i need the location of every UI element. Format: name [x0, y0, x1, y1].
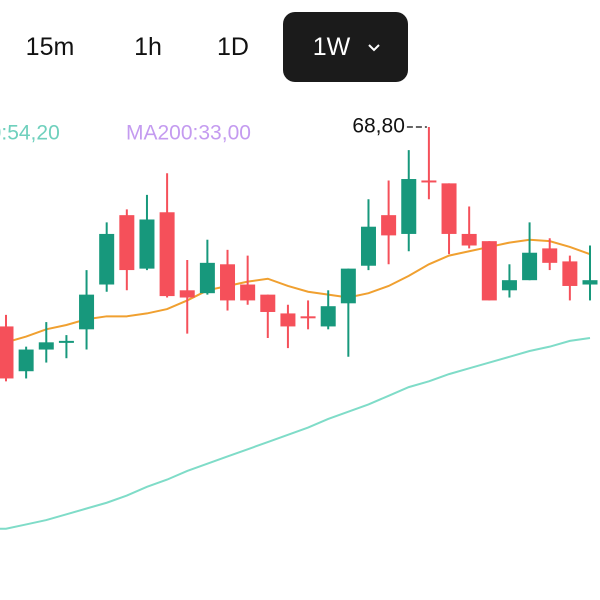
candle-body	[522, 252, 538, 281]
candle-body	[461, 233, 477, 246]
candle-body	[220, 264, 236, 301]
candle-body	[421, 180, 437, 183]
candle-body	[240, 284, 256, 301]
candle-body	[481, 241, 497, 301]
candle-body	[401, 179, 417, 234]
high-label: 68,80	[352, 115, 405, 138]
timeframe-tab[interactable]: 1h	[122, 12, 174, 82]
candle-body	[38, 342, 54, 350]
candle-body	[360, 226, 376, 266]
candle-body	[501, 280, 517, 291]
candle-body	[119, 215, 135, 271]
timeframe-tab[interactable]: 1D	[204, 12, 262, 82]
tab-label: 1W	[312, 33, 351, 61]
legend-entry: MA200:33,00	[126, 122, 251, 145]
candle-body	[159, 212, 175, 297]
candle-body	[381, 215, 397, 236]
chevron	[368, 44, 380, 52]
candle-body	[340, 268, 356, 304]
candle-body	[300, 316, 316, 319]
candle-body	[582, 280, 598, 285]
candle-body	[441, 183, 457, 234]
timeframe-tabs: 15m 1h 1D 1W	[0, 0, 600, 95]
candle-body	[179, 290, 195, 298]
tab-label: 15m	[25, 33, 75, 61]
candle-body	[320, 306, 336, 327]
candle-body	[99, 233, 115, 285]
timeframe-tab[interactable]: 1W	[283, 12, 408, 82]
candle-body	[0, 326, 14, 379]
candle-body	[280, 313, 296, 327]
candle-body	[542, 248, 558, 263]
candle-body	[199, 262, 215, 294]
candle-body	[139, 219, 155, 269]
chevron-icon	[368, 44, 380, 52]
candle-body	[18, 349, 34, 372]
candle-body	[79, 294, 95, 330]
candle-body	[562, 261, 578, 286]
tab-label: 1h	[134, 33, 162, 61]
timeframe-tab[interactable]: 15m	[12, 12, 88, 82]
candle-body	[58, 340, 74, 343]
tab-label: 1D	[217, 33, 249, 61]
legend-entry: 50:54,20	[0, 122, 60, 145]
ma-line	[0, 337, 591, 530]
candle-body	[260, 294, 276, 312]
